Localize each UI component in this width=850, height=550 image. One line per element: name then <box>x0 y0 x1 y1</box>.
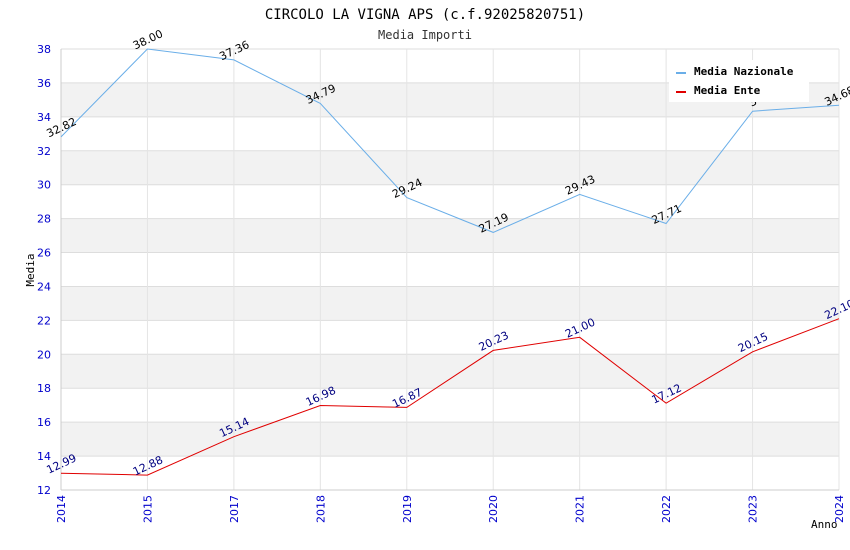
y-axis-title: Media <box>24 253 37 286</box>
y-tick-label: 36 <box>37 77 51 90</box>
y-tick-label: 28 <box>37 213 51 226</box>
x-tick-label: 2017 <box>228 495 241 523</box>
y-tick-label: 12 <box>37 484 51 497</box>
x-axis-title: Anno <box>811 518 838 531</box>
y-tick-label: 20 <box>37 348 51 361</box>
y-tick-label: 14 <box>37 450 51 463</box>
grid-band <box>61 422 839 457</box>
y-tick-label: 32 <box>37 145 51 158</box>
x-tick-label: 2024 <box>833 495 846 523</box>
grid-band <box>61 218 839 253</box>
y-tick-label: 30 <box>37 179 51 192</box>
y-tick-label: 16 <box>37 416 51 429</box>
y-tick-label: 18 <box>37 382 51 395</box>
series-layer <box>60 48 840 476</box>
x-axis-ticks: 2014 2015 2017 2018 2019 2020 2021 2022 2023 2024 <box>55 495 846 523</box>
y-tick-label: 22 <box>37 314 51 327</box>
data-label-media-nazionale: 3 <box>747 95 759 110</box>
y-tick-label: 34 <box>37 111 51 124</box>
y-tick-label: 24 <box>37 280 51 293</box>
y-tick-label: 38 <box>37 43 51 56</box>
plot-border <box>60 49 839 491</box>
series-line-media-ente <box>60 318 840 476</box>
x-tick-label: 2018 <box>314 495 327 523</box>
chart-subtitle: Media Importi <box>378 28 472 42</box>
y-tick-label: 26 <box>37 247 51 260</box>
x-tick-label: 2015 <box>141 495 154 523</box>
x-tick-label: 2023 <box>747 495 760 523</box>
data-label-media-nazionale: 37.36 <box>217 38 251 63</box>
x-tick-label: 2019 <box>401 495 414 523</box>
x-tick-label: 2021 <box>574 495 587 523</box>
legend-background <box>669 60 809 102</box>
legend-label-media-nazionale: Media Nazionale <box>694 65 794 78</box>
x-tick-label: 2022 <box>660 495 673 523</box>
chart-title: CIRCOLO LA VIGNA APS (c.f.92025820751) <box>265 7 585 23</box>
y-axis-ticks: 12 14 16 18 20 22 24 26 28 30 32 34 36 38 <box>37 43 51 497</box>
grid-band <box>61 286 839 321</box>
x-tick-label: 2020 <box>487 495 500 523</box>
grid-bands <box>61 82 839 457</box>
legend: Media Nazionale Media Ente <box>669 60 809 102</box>
series-line-media-nazionale <box>60 48 840 233</box>
grid-band <box>61 150 839 185</box>
legend-label-media-ente: Media Ente <box>694 84 761 97</box>
x-tick-label: 2014 <box>55 495 68 523</box>
grid-band <box>61 354 839 389</box>
